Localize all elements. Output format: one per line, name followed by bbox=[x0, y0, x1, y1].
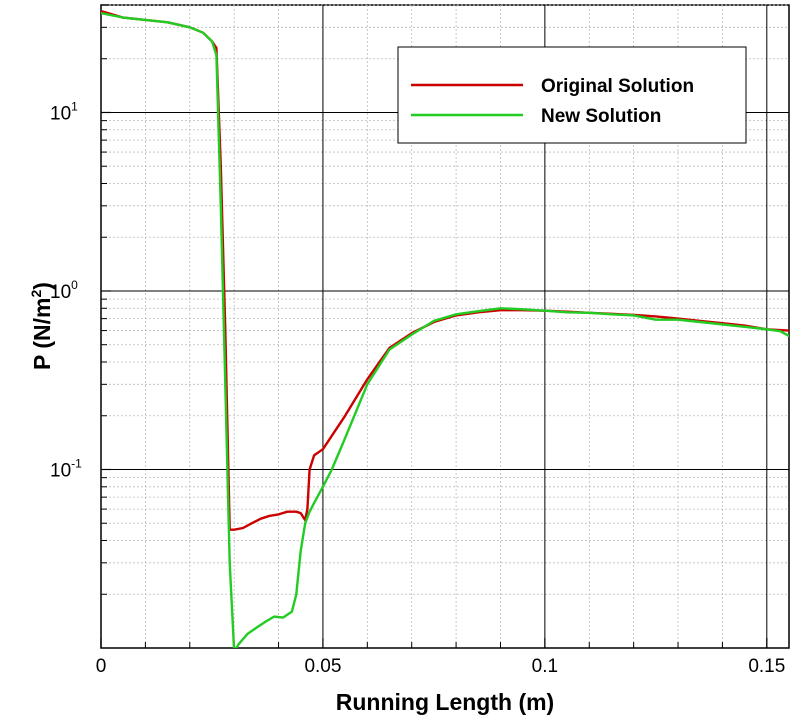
x-axis-ticks: 0 0.05 0.1 0.15 bbox=[96, 638, 785, 677]
x-tick-label: 0 bbox=[96, 656, 107, 677]
series-layer bbox=[101, 9, 789, 648]
y-tick-label: 101 bbox=[50, 99, 78, 124]
y-tick-label: 100 bbox=[50, 278, 78, 303]
x-tick-label: 0.05 bbox=[304, 656, 341, 677]
legend: Original Solution New Solution bbox=[397, 46, 747, 144]
x-tick-label: 0.15 bbox=[748, 656, 785, 677]
y-axis-ticks: 10-1 100 101 bbox=[50, 4, 111, 595]
y-axis-title-exponent: 2 bbox=[28, 290, 44, 298]
x-axis-title: Running Length (m) bbox=[336, 689, 554, 715]
legend-box bbox=[397, 46, 747, 144]
series-line-new-solution bbox=[101, 11, 789, 648]
y-tick-label: 10-1 bbox=[50, 456, 82, 481]
legend-label-new: New Solution bbox=[541, 106, 661, 127]
legend-label-original: Original Solution bbox=[541, 76, 694, 97]
y-axis-title-main: P (N/m bbox=[29, 298, 55, 370]
y-axis-title-tail: ) bbox=[29, 282, 55, 290]
y-axis-title: P (N/m2) bbox=[28, 282, 55, 370]
x-tick-label: 0.1 bbox=[532, 656, 558, 677]
